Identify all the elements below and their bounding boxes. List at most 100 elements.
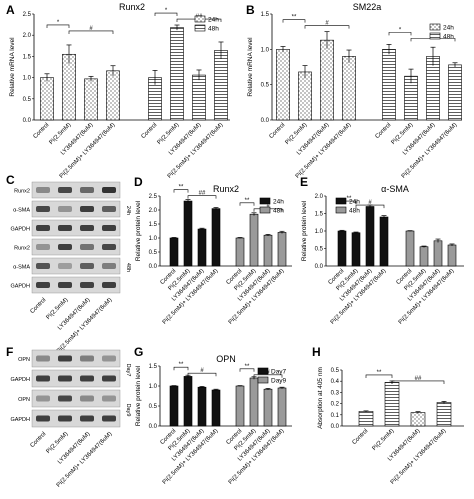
blot-band	[102, 244, 116, 250]
blot-band	[102, 225, 116, 231]
bar	[448, 64, 462, 121]
blot-row-label: Runx2	[14, 189, 30, 195]
bar	[192, 74, 206, 121]
blot-band	[80, 375, 94, 382]
blot-row-label: Runx2	[14, 246, 30, 252]
significance-bracket	[253, 374, 283, 378]
y-tick-label: 2.0	[149, 208, 158, 214]
chart-b: 0.0 0.5 1.0 1.5 Relative mRNA level SM22a Cont…	[247, 2, 462, 180]
y-tick-label: 1.5	[23, 54, 32, 60]
blot-band	[36, 375, 50, 382]
blot-group-label: Day9	[125, 404, 131, 417]
bar	[379, 216, 389, 267]
blot-row	[31, 409, 121, 428]
blot-row	[31, 238, 121, 256]
legend-label: 48h	[443, 34, 454, 41]
bar	[365, 206, 375, 267]
panel-letter-d: D	[134, 175, 143, 189]
bar	[382, 49, 396, 121]
panel-letter-e: E	[300, 175, 308, 189]
blot-row-label: GAPDH	[10, 417, 30, 423]
blot-lane-label: Control	[29, 297, 47, 315]
blot-band	[58, 375, 72, 382]
y-tick-label: 1.0	[261, 47, 270, 53]
blot-row-label: GAPDH	[10, 227, 30, 233]
y-axis-label: Relative mRNA level	[247, 37, 254, 97]
bar	[249, 213, 259, 267]
significance-bracket	[388, 32, 412, 36]
bar	[447, 244, 457, 267]
category-label: Control	[351, 428, 369, 446]
significance-mark: *	[399, 27, 402, 33]
blot-lane-label: Control	[29, 431, 47, 449]
legend-swatch	[257, 376, 269, 384]
bar	[276, 49, 290, 121]
y-axis-label: Absorption at 405 nm	[317, 367, 324, 429]
panel-letter-b: B	[246, 3, 255, 17]
bar	[211, 389, 221, 427]
significance-mark: #	[368, 200, 372, 206]
blot-band	[102, 375, 116, 382]
blot-band	[80, 282, 94, 288]
y-tick-label: 0.5	[149, 250, 158, 256]
category-label: Control	[140, 122, 158, 140]
blot-row	[31, 369, 121, 388]
panel-letter-a: A	[6, 3, 15, 17]
y-tick-label: 1.5	[149, 364, 158, 370]
bar	[211, 208, 221, 267]
blot-row-label: OPN	[18, 397, 30, 403]
western-blot-f: OPNGAPDHOPNGAPDHDay7Day9ControlPi(2.5mM)…	[10, 349, 131, 489]
blot-row	[31, 181, 121, 199]
legend-label: Day7	[271, 369, 287, 376]
blot-band	[80, 225, 94, 231]
blot-band	[58, 282, 72, 288]
legend-label: 24h	[208, 17, 219, 24]
significance-mark: *	[57, 20, 60, 26]
bar	[249, 377, 259, 427]
significance-mark: **	[245, 364, 250, 370]
y-tick-label: 2.0	[23, 33, 32, 39]
blot-band	[102, 415, 116, 422]
legend-label: 48h	[273, 208, 284, 215]
blot-band	[102, 395, 116, 402]
significance-mark: **	[292, 15, 297, 21]
significance-mark: **	[245, 198, 250, 204]
bar	[426, 56, 440, 121]
legend-swatch	[429, 23, 441, 31]
bar	[170, 27, 184, 121]
blot-row	[31, 389, 121, 408]
legend-label: 48h	[208, 26, 219, 33]
significance-mark: **	[179, 185, 184, 191]
y-tick-label: 2.0	[315, 194, 324, 200]
legend-label: 24h	[273, 199, 284, 206]
blot-group-label: 48h	[125, 263, 131, 272]
bar	[358, 411, 374, 427]
significance-bracket	[239, 368, 255, 372]
chart-title: OPN	[216, 354, 236, 364]
y-tick-label: 0.5	[261, 83, 270, 89]
y-tick-label: 0.2	[331, 402, 340, 408]
chart-d: 0.0 0.5 1.0 1.5 2.0 2.5 Relative protein level…	[135, 184, 292, 326]
y-axis-label: Relative protein level	[135, 200, 142, 261]
panel-letter-g: G	[134, 345, 143, 359]
bar	[436, 402, 452, 427]
blot-band	[36, 263, 50, 269]
significance-bracket	[173, 189, 189, 193]
bar	[84, 78, 98, 121]
significance-mark: #	[89, 26, 93, 32]
legend-swatch	[194, 15, 206, 23]
blot-band	[102, 282, 116, 288]
legend-label: 24h	[443, 25, 454, 32]
blot-group-label: Day7	[125, 364, 131, 377]
bar	[106, 70, 120, 121]
bar	[235, 237, 245, 267]
blot-row-label: α-SMA	[13, 265, 30, 271]
significance-mark: ##	[199, 191, 206, 197]
chart-a: 0.0 0.5 1.0 1.5 2.0 2.5 Relative mRNA level Run…	[9, 2, 230, 180]
blot-band	[80, 395, 94, 402]
legend-swatch	[335, 197, 347, 205]
significance-bracket	[239, 202, 255, 206]
bar	[235, 385, 245, 427]
blot-band	[36, 395, 50, 402]
